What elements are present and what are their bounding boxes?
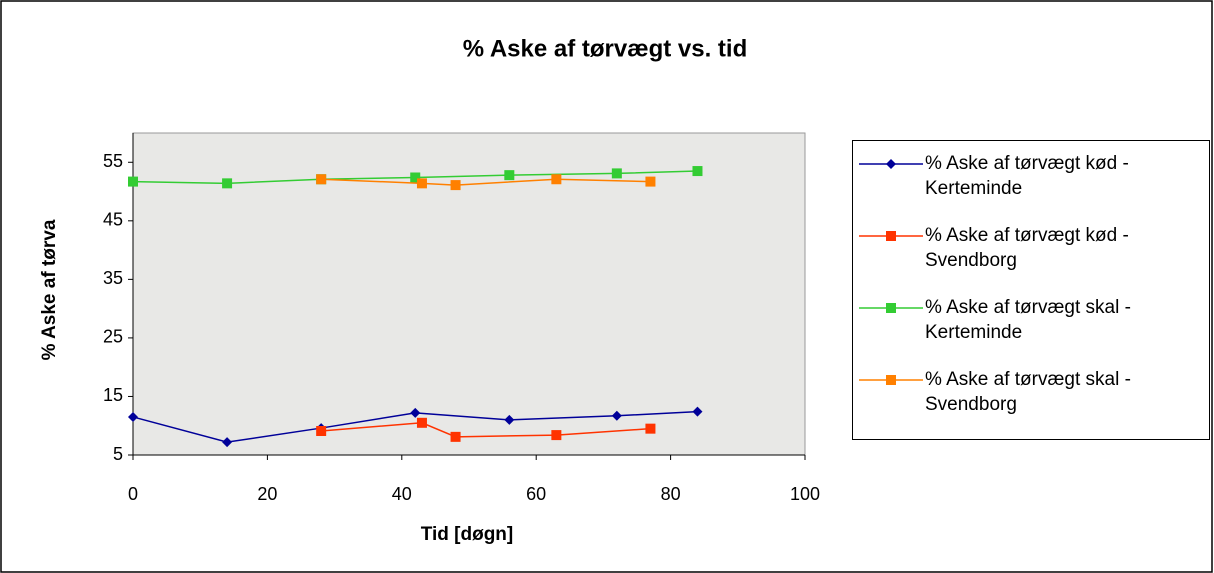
data-point <box>504 170 514 180</box>
chart: % Aske af tørvægt vs. tid Tid [døgn] % A… <box>0 0 1214 573</box>
data-point <box>128 177 138 187</box>
data-point <box>316 174 326 184</box>
legend-swatch <box>857 370 927 390</box>
x-axis-label: Tid [døgn] <box>421 524 514 545</box>
legend-swatch <box>857 298 927 318</box>
data-point <box>222 178 232 188</box>
data-point <box>645 177 655 187</box>
legend: % Aske af tørvægt kød - Kerteminde % Aske… <box>852 140 1210 440</box>
legend-label: % Aske af tørvægt kød - Kerteminde <box>925 151 1210 201</box>
data-point <box>645 424 655 434</box>
x-tick-label: 40 <box>392 484 412 504</box>
plot-area <box>133 133 805 455</box>
data-point <box>551 430 561 440</box>
data-point <box>612 168 622 178</box>
legend-marker <box>886 231 896 241</box>
legend-swatch <box>857 226 927 246</box>
data-point <box>417 418 427 428</box>
data-point <box>551 174 561 184</box>
legend-label: % Aske af tørvægt skal - Svendborg <box>925 367 1210 417</box>
y-axis-label: % Aske af tørva <box>39 219 60 360</box>
data-point <box>316 426 326 436</box>
x-tick-label: 60 <box>526 484 546 504</box>
data-point <box>451 432 461 442</box>
y-tick-label: 55 <box>103 151 123 171</box>
x-tick-label: 0 <box>128 484 138 504</box>
legend-marker <box>886 375 896 385</box>
legend-swatch <box>857 154 927 174</box>
y-tick-label: 35 <box>103 268 123 288</box>
legend-marker <box>886 159 896 169</box>
x-tick-label: 100 <box>790 484 820 504</box>
data-point <box>417 178 427 188</box>
y-tick-label: 15 <box>103 385 123 405</box>
data-point <box>692 166 702 176</box>
legend-label: % Aske af tørvægt skal - Kerteminde <box>925 295 1210 345</box>
data-point <box>451 180 461 190</box>
x-tick-label: 80 <box>661 484 681 504</box>
legend-label: % Aske af tørvægt kød - Svendborg <box>925 223 1210 273</box>
y-tick-label: 25 <box>103 327 123 347</box>
y-tick-label: 5 <box>113 444 123 464</box>
y-tick-label: 45 <box>103 210 123 230</box>
chart-title: % Aske af tørvægt vs. tid <box>463 35 748 62</box>
legend-marker <box>886 303 896 313</box>
x-tick-label: 20 <box>257 484 277 504</box>
